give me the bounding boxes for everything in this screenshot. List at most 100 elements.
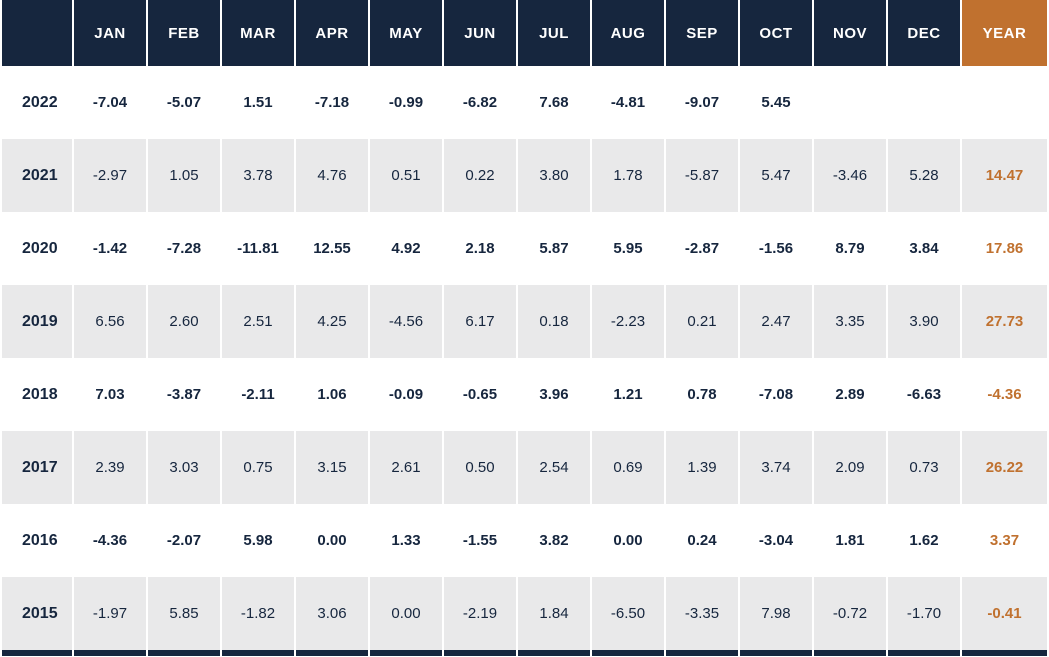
cell-2019-dec: 3.90 [888,285,960,358]
header-cell-jan: JAN [74,0,146,66]
cell-2017-oct: 3.74 [740,431,812,504]
table-row-2020: 2020 -1.42 -7.28 -11.81 12.55 4.92 2.18 5.87 5.9… [2,212,1047,285]
bottom-bar-segment [74,650,146,656]
cell-2020-apr: 12.55 [296,212,368,285]
cell-2017-sep: 1.39 [666,431,738,504]
cell-2020-sep: -2.87 [666,212,738,285]
cell-2015-dec: -1.70 [888,577,960,650]
year-label: 2022 [2,66,72,139]
cell-2017-nov: 2.09 [814,431,886,504]
cell-2017-jan: 2.39 [74,431,146,504]
header-cell-oct: OCT [740,0,812,66]
cell-2020-oct: -1.56 [740,212,812,285]
cell-2018-apr: 1.06 [296,358,368,431]
cell-2019-sep: 0.21 [666,285,738,358]
header-cell-aug: AUG [592,0,664,66]
bottom-bar-segment [814,650,886,656]
cell-2016-feb: -2.07 [148,504,220,577]
cell-2020-aug: 5.95 [592,212,664,285]
cell-2015-jan: -1.97 [74,577,146,650]
cell-2021-jul: 3.80 [518,139,590,212]
cell-2022-sep: -9.07 [666,66,738,139]
cell-2017-jun: 0.50 [444,431,516,504]
cell-2018-nov: 2.89 [814,358,886,431]
cell-2022-mar: 1.51 [222,66,294,139]
cell-2021-oct: 5.47 [740,139,812,212]
header-cell-empty [2,0,72,66]
year-label: 2015 [2,577,72,650]
cell-2018-sep: 0.78 [666,358,738,431]
cell-2015-mar: -1.82 [222,577,294,650]
cell-2020-jan: -1.42 [74,212,146,285]
cell-2015-jul: 1.84 [518,577,590,650]
table-row-2019: 2019 6.56 2.60 2.51 4.25 -4.56 6.17 0.18 -2.23 0.… [2,285,1047,358]
header-cell-feb: FEB [148,0,220,66]
cell-2015-nov: -0.72 [814,577,886,650]
cell-2018-mar: -2.11 [222,358,294,431]
header-cell-may: MAY [370,0,442,66]
bottom-bar-segment [2,650,72,656]
header-cell-mar: MAR [222,0,294,66]
cell-2018-aug: 1.21 [592,358,664,431]
cell-2016-oct: -3.04 [740,504,812,577]
cell-2021-jan: -2.97 [74,139,146,212]
bottom-bar-segment [148,650,220,656]
cell-2020-nov: 8.79 [814,212,886,285]
header-row: JAN FEB MAR APR MAY JUN JUL AUG SEP OCT NOV DEC YEAR [2,0,1047,66]
cell-2021-aug: 1.78 [592,139,664,212]
cell-2015-sep: -3.35 [666,577,738,650]
table-footer [2,650,1047,656]
cell-2022-dec [888,66,960,139]
table-row-2018: 2018 7.03 -3.87 -2.11 1.06 -0.09 -0.65 3.96 1.21… [2,358,1047,431]
table-row-2015: 2015 -1.97 5.85 -1.82 3.06 0.00 -2.19 1.84 -6.50… [2,577,1047,650]
year-total-2020: 17.86 [962,212,1047,285]
year-label: 2021 [2,139,72,212]
cell-2016-aug: 0.00 [592,504,664,577]
cell-2020-dec: 3.84 [888,212,960,285]
cell-2022-jun: -6.82 [444,66,516,139]
header-cell-jun: JUN [444,0,516,66]
year-label: 2018 [2,358,72,431]
bottom-bar-segment [370,650,442,656]
table-header: JAN FEB MAR APR MAY JUN JUL AUG SEP OCT NOV DEC YEAR [2,0,1047,66]
cell-2019-nov: 3.35 [814,285,886,358]
cell-2022-jan: -7.04 [74,66,146,139]
year-total-2021: 14.47 [962,139,1047,212]
cell-2015-feb: 5.85 [148,577,220,650]
header-cell-year: YEAR [962,0,1047,66]
year-total-2015: -0.41 [962,577,1047,650]
bottom-bar-segment [666,650,738,656]
bottom-bar-segment [592,650,664,656]
cell-2020-jun: 2.18 [444,212,516,285]
cell-2018-may: -0.09 [370,358,442,431]
cell-2020-may: 4.92 [370,212,442,285]
cell-2021-feb: 1.05 [148,139,220,212]
table-body: 2022 -7.04 -5.07 1.51 -7.18 -0.99 -6.82 7.68 -4.… [2,66,1047,650]
cell-2022-oct: 5.45 [740,66,812,139]
cell-2016-jul: 3.82 [518,504,590,577]
table-row-2022: 2022 -7.04 -5.07 1.51 -7.18 -0.99 -6.82 7.68 -4.… [2,66,1047,139]
cell-2022-feb: -5.07 [148,66,220,139]
table-row-2016: 2016 -4.36 -2.07 5.98 0.00 1.33 -1.55 3.82 0.00 0… [2,504,1047,577]
cell-2016-nov: 1.81 [814,504,886,577]
cell-2016-jan: -4.36 [74,504,146,577]
cell-2019-may: -4.56 [370,285,442,358]
cell-2019-jan: 6.56 [74,285,146,358]
cell-2017-dec: 0.73 [888,431,960,504]
cell-2022-may: -0.99 [370,66,442,139]
cell-2019-mar: 2.51 [222,285,294,358]
cell-2015-jun: -2.19 [444,577,516,650]
cell-2022-nov [814,66,886,139]
year-total-2017: 26.22 [962,431,1047,504]
cell-2018-oct: -7.08 [740,358,812,431]
cell-2016-dec: 1.62 [888,504,960,577]
bottom-bar-segment [740,650,812,656]
cell-2018-dec: -6.63 [888,358,960,431]
table-row-2021: 2021 -2.97 1.05 3.78 4.76 0.51 0.22 3.80 1.78 -5.… [2,139,1047,212]
cell-2017-aug: 0.69 [592,431,664,504]
bottom-bar-segment [518,650,590,656]
cell-2018-jul: 3.96 [518,358,590,431]
cell-2018-jan: 7.03 [74,358,146,431]
bottom-bar-segment [888,650,960,656]
